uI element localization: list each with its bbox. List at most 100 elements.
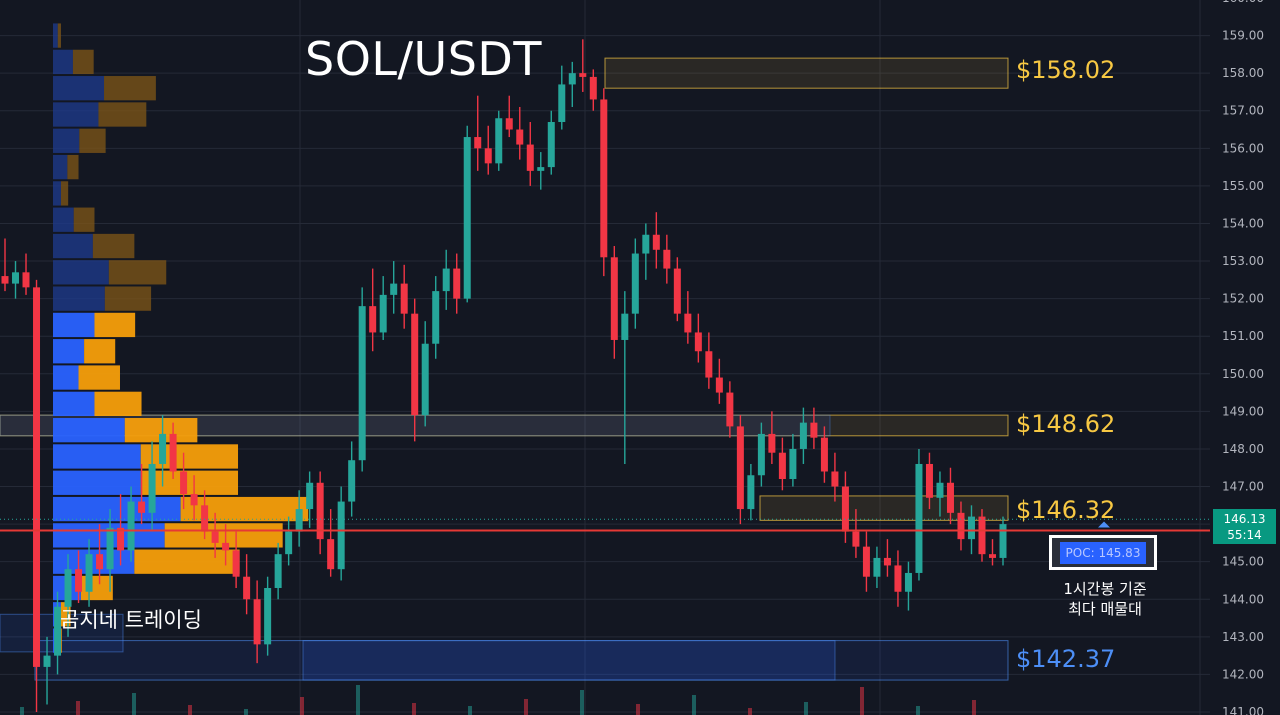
volume-bar xyxy=(132,693,136,715)
candle-body xyxy=(705,351,713,378)
candle-body xyxy=(862,546,870,577)
y-tick-label: 141.00 xyxy=(1222,705,1264,715)
candle-body xyxy=(505,118,513,130)
volume-profile-sell xyxy=(67,154,79,180)
volume-bar xyxy=(20,707,24,715)
candle-body xyxy=(253,599,261,645)
candle-body xyxy=(201,505,209,532)
volume-profile-buy xyxy=(53,233,93,259)
candle-body xyxy=(883,557,891,566)
poc-label: POC: 145.83 xyxy=(1059,541,1147,564)
level-label: $142.37 xyxy=(1016,644,1116,673)
volume-profile-sell xyxy=(134,549,240,574)
poc-note-line2: 최다 매물대 xyxy=(1068,600,1142,618)
volume-bar xyxy=(76,701,80,715)
candle-body xyxy=(715,377,723,393)
y-tick-label: 143.00 xyxy=(1222,630,1264,644)
candle-body xyxy=(358,306,366,461)
candle-body xyxy=(652,234,660,250)
candle-body xyxy=(190,494,198,506)
y-tick-label: 155.00 xyxy=(1222,179,1264,193)
volume-profile-buy xyxy=(53,49,73,75)
candle-body xyxy=(568,73,576,85)
volume-profile-buy xyxy=(53,496,181,522)
candle-body xyxy=(432,291,440,344)
volume-profile-buy xyxy=(53,181,61,206)
volume-bar xyxy=(748,708,752,715)
volume-profile-buy xyxy=(53,260,109,285)
level-label: $148.62 xyxy=(1016,409,1116,438)
candle-body xyxy=(988,554,996,558)
volume-profile-sell xyxy=(98,102,147,127)
candle-body xyxy=(96,554,104,570)
candle-body xyxy=(558,84,566,123)
volume-profile-sell xyxy=(104,286,152,311)
candle-body xyxy=(379,294,387,333)
blue-zone xyxy=(302,640,836,681)
candle-body xyxy=(138,501,146,513)
y-tick-label: 157.00 xyxy=(1222,104,1264,118)
candle-body xyxy=(946,482,954,513)
y-tick-label: 149.00 xyxy=(1222,404,1264,418)
candle-body xyxy=(211,531,219,543)
candle-body xyxy=(673,268,681,314)
volume-profile-sell xyxy=(140,470,239,495)
candle-body xyxy=(316,482,324,540)
y-tick-label: 152.00 xyxy=(1222,292,1264,306)
volume-profile-sell xyxy=(140,444,239,469)
level-zone xyxy=(604,57,1009,89)
volume-profile-sell xyxy=(108,260,167,285)
candle-body xyxy=(127,501,135,551)
candle-body xyxy=(967,516,975,540)
candle-body xyxy=(474,137,482,149)
watermark-brand: 곰지네 트레이딩 xyxy=(60,608,202,632)
candle-body xyxy=(295,509,303,532)
volume-profile-sell xyxy=(72,49,94,75)
volume-bar xyxy=(580,690,584,715)
candle-body xyxy=(957,512,965,540)
current-price-tag: 146.13 55:14 xyxy=(1213,509,1276,544)
candle-body xyxy=(726,392,734,427)
candle-body xyxy=(442,268,450,292)
volume-profile-buy xyxy=(53,286,105,311)
candle-body xyxy=(400,283,408,314)
volume-bar xyxy=(636,704,640,715)
candle-body xyxy=(810,422,818,438)
candle-body xyxy=(684,313,692,333)
candle-body xyxy=(453,268,461,299)
candle-body xyxy=(222,542,230,551)
candle-body xyxy=(337,501,345,570)
y-tick-label: 147.00 xyxy=(1222,480,1264,494)
candle-body xyxy=(799,422,807,449)
y-tick-label: 148.00 xyxy=(1222,442,1264,456)
candle-body xyxy=(54,606,62,656)
candle-body xyxy=(621,313,629,340)
candle-body xyxy=(904,572,912,592)
candle-body xyxy=(274,554,282,588)
y-tick-label: 158.00 xyxy=(1222,66,1264,80)
candle-body xyxy=(999,524,1007,558)
volume-profile-sell xyxy=(104,76,156,101)
volume-bar xyxy=(244,709,248,715)
volume-profile-sell xyxy=(73,207,95,232)
volume-bar xyxy=(804,702,808,715)
volume-profile-buy xyxy=(53,391,95,417)
candle-body xyxy=(768,433,776,453)
volume-profile-sell xyxy=(94,312,136,338)
candle-body xyxy=(411,313,419,416)
candle-body xyxy=(463,137,471,299)
candle-body xyxy=(159,433,167,464)
poc-badge: POC: 145.83 xyxy=(1049,535,1157,570)
candle-body xyxy=(831,471,839,487)
volume-profile-buy xyxy=(53,23,58,48)
candle-body xyxy=(873,557,881,577)
y-tick-label: 151.00 xyxy=(1222,329,1264,343)
candle-body xyxy=(757,433,765,476)
candle-body xyxy=(243,576,251,600)
candle-body xyxy=(747,475,755,510)
candle-body xyxy=(663,249,671,269)
candle-body xyxy=(85,554,93,592)
poc-note: 1시간봉 기준 최다 매물대 xyxy=(1045,579,1165,619)
